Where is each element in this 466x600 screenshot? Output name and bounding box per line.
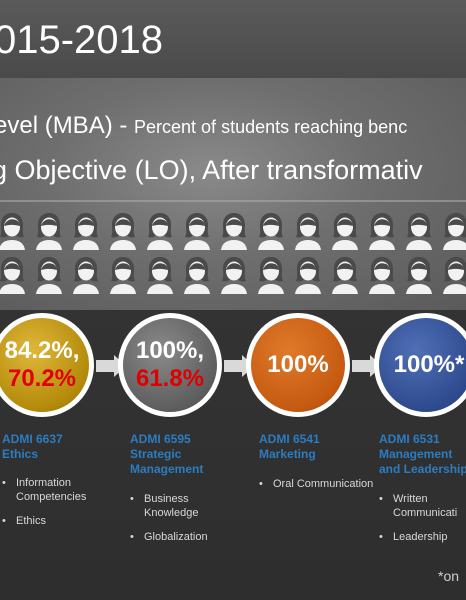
course-3-pct-1: 100% [267, 351, 329, 378]
subtitle-small: Percent of students reaching benc [134, 117, 408, 137]
title-band [0, 0, 466, 78]
objective-item: Oral Communication [259, 477, 379, 491]
course-1-circle: 84.2%, 70.2% [0, 313, 94, 417]
course-3-circle: 100% [246, 313, 350, 417]
arrow-connector [96, 360, 116, 372]
student-icon [33, 254, 65, 294]
subtitle-main: evel (MBA) - [0, 112, 135, 139]
student-icon [329, 254, 361, 294]
objective-item: Ethics [2, 514, 122, 528]
student-icon [0, 254, 28, 294]
course-3-code: ADMI 6541 [259, 432, 320, 446]
course-2-name: ADMI 6595 Strategic Management [130, 432, 203, 477]
course-1-pct-2: 70.2% [7, 365, 77, 392]
student-icon [107, 254, 139, 294]
student-icon [218, 254, 250, 294]
slide-title: 015-2018 [0, 18, 164, 62]
footnote: *on [438, 568, 460, 584]
student-icon [403, 210, 435, 250]
course-1-code: ADMI 6637 [2, 432, 63, 446]
student-icon [329, 210, 361, 250]
student-icon [366, 254, 398, 294]
course-4-objectives: Written Communicati Leadership [379, 492, 466, 554]
course-2-title-2: Management [130, 462, 204, 476]
objective-item: Business Knowledge [130, 492, 240, 520]
student-icon [181, 254, 213, 294]
course-2-title: Strategic [130, 447, 182, 461]
arrow-connector [224, 360, 244, 372]
course-1-objectives: Information Competencies Ethics [2, 476, 122, 538]
objective-item: Globalization [130, 530, 240, 544]
subtitle-line-1: evel (MBA) - Percent of students reachin… [0, 112, 407, 140]
arrow-connector [352, 360, 372, 372]
course-1-pct-1: 84.2%, [4, 337, 80, 364]
course-4-title: Management [379, 447, 453, 461]
student-icon [107, 210, 139, 250]
student-icon [366, 210, 398, 250]
student-icon [181, 210, 213, 250]
objective-item: Written Communicati [379, 492, 466, 520]
course-1-name: ADMI 6637 Ethics [2, 432, 63, 462]
student-icon [70, 210, 102, 250]
course-2-objectives: Business Knowledge Globalization [130, 492, 240, 554]
course-2-circle: 100%, 61.8% [118, 313, 222, 417]
course-3-name: ADMI 6541 Marketing [259, 432, 320, 462]
course-4-pct-1: 100%* [393, 351, 465, 378]
course-1-title: Ethics [2, 447, 39, 461]
course-3-objectives: Oral Communication [259, 477, 379, 501]
student-icon [440, 210, 466, 250]
student-icon [255, 210, 287, 250]
course-3-title: Marketing [259, 447, 316, 461]
student-icon [70, 254, 102, 294]
course-2-pct-2: 61.8% [135, 365, 205, 392]
student-row-2 [0, 254, 466, 294]
divider [0, 200, 466, 202]
student-icon [0, 210, 28, 250]
student-icon [292, 210, 324, 250]
course-4-name: ADMI 6531 Management and Leadership [379, 432, 466, 477]
student-icon [33, 210, 65, 250]
course-4-title-2: and Leadership [379, 462, 466, 476]
student-icon [403, 254, 435, 294]
student-icon [144, 210, 176, 250]
student-row-1 [0, 210, 466, 250]
course-2-code: ADMI 6595 [130, 432, 191, 446]
course-2-pct-1: 100%, [135, 337, 205, 364]
subtitle-line-2: g Objective (LO), After transformativ [0, 155, 423, 185]
course-4-code: ADMI 6531 [379, 432, 440, 446]
objective-item: Information Competencies [2, 476, 122, 504]
student-icon [440, 254, 466, 294]
course-4-circle: 100%* [374, 313, 466, 417]
objective-item: Leadership [379, 530, 466, 544]
student-icon [144, 254, 176, 294]
student-icon [255, 254, 287, 294]
student-icon [218, 210, 250, 250]
student-icon [292, 254, 324, 294]
